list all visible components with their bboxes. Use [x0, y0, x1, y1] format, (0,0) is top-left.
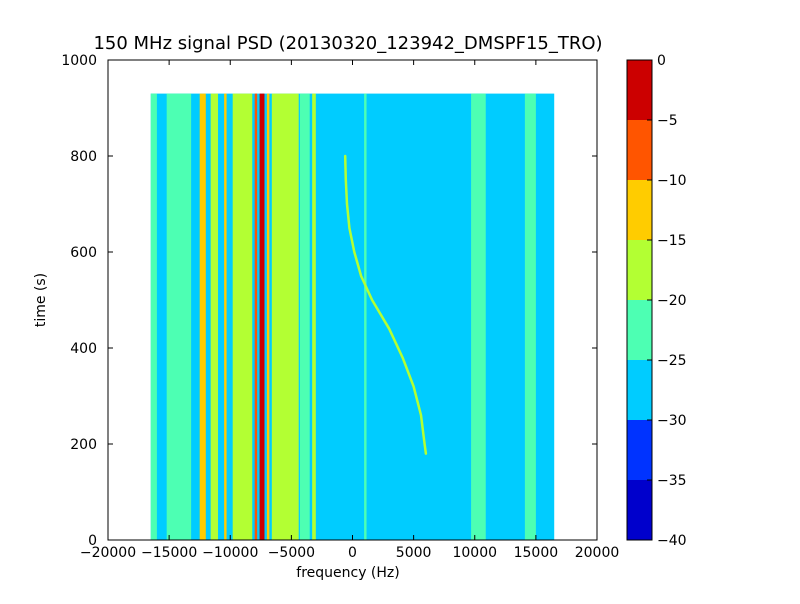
- spectral-band-11: [312, 93, 316, 540]
- y-axis-ticks: 0 200 400 600 800 1000: [61, 53, 597, 549]
- x-tick-label: 15000: [514, 545, 559, 561]
- y-tick-label: 800: [70, 149, 97, 165]
- colorbar-segment: [627, 60, 652, 120]
- colorbar-segment: [627, 480, 652, 540]
- y-tick-label: 1000: [61, 53, 97, 69]
- x-tick-label: −5000: [268, 545, 315, 561]
- colorbar-tick-label: −5: [657, 113, 678, 129]
- colorbar-tick-label: −15: [657, 233, 687, 249]
- colorbar-tick-label: −40: [657, 533, 687, 549]
- colorbar-tick-label: −25: [657, 353, 687, 369]
- x-tick-label: −20000: [80, 545, 136, 561]
- x-tick-label: 20000: [575, 545, 620, 561]
- colorbar-segment: [627, 180, 652, 240]
- spectral-band-9: [271, 93, 299, 540]
- spectral-band-3: [210, 93, 219, 540]
- colorbar-tick-label: 0: [657, 53, 666, 69]
- colorbar-segment: [627, 420, 652, 480]
- chart-title: 150 MHz signal PSD (20130320_123942_DMSP…: [93, 33, 602, 54]
- colorbar-tick-label: −35: [657, 473, 687, 489]
- x-axis-ticks: −20000 −15000 −10000 −5000 0 5000 10000 15000 20…: [80, 60, 619, 561]
- colorbar-tick-label: −30: [657, 413, 687, 429]
- heatmap-layer: [150, 93, 555, 540]
- spectral-band-14: [524, 93, 536, 540]
- colorbar-segment: [627, 240, 652, 300]
- colorbar-tick-label: −10: [657, 173, 687, 189]
- y-tick-label: 0: [88, 533, 97, 549]
- y-tick-label: 200: [70, 437, 97, 453]
- spectral-band-10: [299, 93, 310, 540]
- spectral-band-8: [266, 93, 270, 540]
- colorbar-segment: [627, 360, 652, 420]
- x-tick-label: 0: [348, 545, 357, 561]
- spectral-band-4: [224, 93, 227, 540]
- spectral-band-7: [259, 93, 265, 540]
- spectral-band-6: [254, 93, 258, 540]
- y-axis-label: time (s): [33, 273, 49, 327]
- x-tick-label: 10000: [452, 545, 497, 561]
- colorbar-segment: [627, 120, 652, 180]
- spectral-band-13: [471, 93, 486, 540]
- x-tick-label: −10000: [202, 545, 258, 561]
- colorbar-segment: [627, 300, 652, 360]
- spectral-band-0: [150, 93, 157, 540]
- colorbar-tick-label: −20: [657, 293, 687, 309]
- spectral-band-2: [199, 93, 206, 540]
- x-axis-label: frequency (Hz): [296, 565, 399, 581]
- spectral-band-12: [364, 93, 367, 540]
- x-tick-label: −15000: [141, 545, 197, 561]
- y-tick-label: 400: [70, 341, 97, 357]
- y-tick-label: 600: [70, 245, 97, 261]
- doppler-trace: [343, 154, 428, 455]
- x-tick-label: 5000: [396, 545, 432, 561]
- colorbar: −40 −35 −30 −25 −20 −15 −10 −5 0: [626, 53, 687, 549]
- spectral-band-1: [166, 93, 192, 540]
- spectral-band-5: [232, 93, 253, 540]
